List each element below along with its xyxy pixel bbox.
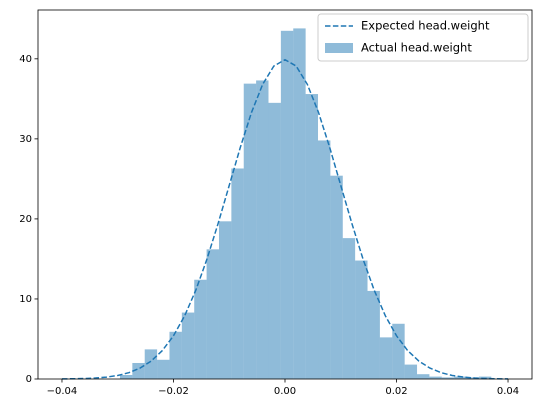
x-tick-label: −0.04: [47, 386, 78, 397]
histogram-bar: [256, 80, 269, 380]
histogram-bar: [466, 377, 479, 379]
histogram-bar: [429, 376, 442, 379]
histogram-bar: [169, 331, 182, 379]
density-line: [61, 58, 509, 380]
histogram-bar: [404, 364, 418, 379]
histogram-bar: [119, 374, 133, 379]
legend-label: Expected head.weight: [361, 19, 490, 33]
x-tick-label: 0.04: [497, 386, 519, 397]
histogram-bar: [181, 312, 195, 379]
histogram-bar: [268, 102, 281, 379]
histogram-bar: [330, 175, 343, 379]
y-tick-label: 20: [19, 214, 32, 225]
x-tick-label: −0.02: [158, 386, 189, 397]
histogram-bar: [293, 28, 306, 380]
histogram-bar: [243, 83, 257, 379]
histogram-bar: [194, 279, 207, 379]
y-tick-label: 10: [19, 294, 32, 305]
y-tick-label: 40: [19, 54, 32, 65]
histogram-bar: [355, 260, 368, 379]
histogram-bar: [218, 221, 232, 379]
histogram-bar: [305, 94, 319, 379]
histogram-bar: [206, 249, 219, 379]
x-tick-label: 0.02: [385, 386, 407, 397]
y-tick-label: 30: [19, 134, 32, 145]
legend-patch: [325, 43, 353, 53]
histogram-bar: [318, 140, 331, 379]
histogram-bar: [231, 168, 244, 379]
histogram-bar: [417, 374, 430, 379]
histogram-bar: [392, 323, 405, 379]
legend: Expected head.weight Actual head.weight: [317, 13, 529, 62]
histogram-bar: [157, 359, 170, 379]
histogram-bar: [342, 238, 356, 379]
legend-label: Actual head.weight: [361, 41, 472, 55]
histogram-bar: [379, 337, 393, 379]
histogram-bar: [441, 377, 455, 379]
histogram-bar: [367, 290, 380, 379]
histogram-bar: [144, 349, 158, 379]
y-tick-label: 0: [26, 374, 32, 385]
histogram-bar: [454, 376, 467, 379]
histogram-bar: [280, 30, 294, 379]
x-tick-label: 0.00: [274, 386, 296, 397]
legend-box: [317, 13, 529, 62]
